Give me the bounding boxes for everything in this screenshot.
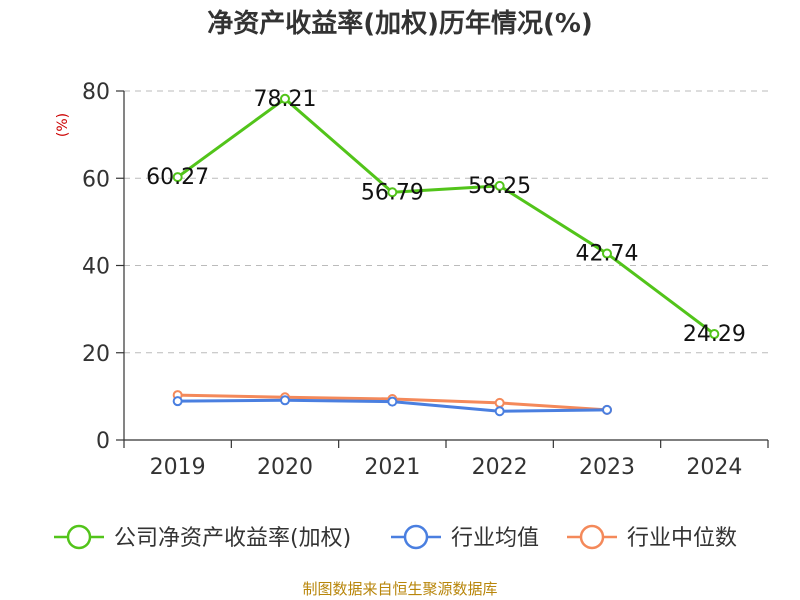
data-label: 56.79: [361, 180, 424, 205]
legend-circle-marker: [66, 524, 92, 550]
y-tick-label: 40: [82, 255, 110, 280]
y-tick-label: 60: [82, 167, 110, 192]
legend-label: 行业中位数: [627, 526, 737, 551]
y-tick-label: 80: [82, 80, 110, 105]
y-tick-label: 0: [96, 429, 110, 454]
legend-label: 公司净资产收益率(加权): [114, 526, 351, 551]
legend-circle-marker: [403, 524, 429, 550]
data-point: [602, 404, 612, 415]
x-tick-label: 2022: [472, 455, 528, 480]
data-label: 60.27: [146, 165, 209, 190]
data-point: [602, 248, 612, 259]
data-label: 78.21: [254, 87, 317, 112]
data-point: [280, 395, 290, 406]
data-point: [494, 180, 505, 191]
x-tick-label: 2021: [364, 455, 420, 480]
data-point: [494, 406, 505, 417]
data-point: [387, 187, 398, 198]
x-tick-label: 2019: [150, 455, 206, 480]
legend-label: 行业均值: [451, 526, 539, 551]
data-point: [709, 329, 720, 340]
x-tick-label: 2024: [686, 455, 742, 480]
data-point: [387, 396, 398, 407]
data-source-note: 制图数据来自恒生聚源数据库: [302, 580, 497, 598]
chart-title: 净资产收益率(加权)历年情况(%): [207, 8, 593, 39]
data-point: [172, 396, 183, 407]
y-axis-label: (%): [55, 113, 71, 137]
data-label: 58.25: [468, 174, 531, 199]
legend-circle-marker: [579, 524, 605, 550]
y-tick-label: 20: [82, 342, 110, 367]
data-point: [172, 172, 183, 183]
x-tick-label: 2023: [579, 455, 635, 480]
data-point: [280, 93, 290, 104]
series-line: [176, 97, 716, 336]
x-tick-label: 2020: [257, 455, 313, 480]
data-label: 24.29: [683, 322, 746, 347]
data-point: [494, 397, 505, 408]
data-label: 42.74: [576, 242, 639, 267]
